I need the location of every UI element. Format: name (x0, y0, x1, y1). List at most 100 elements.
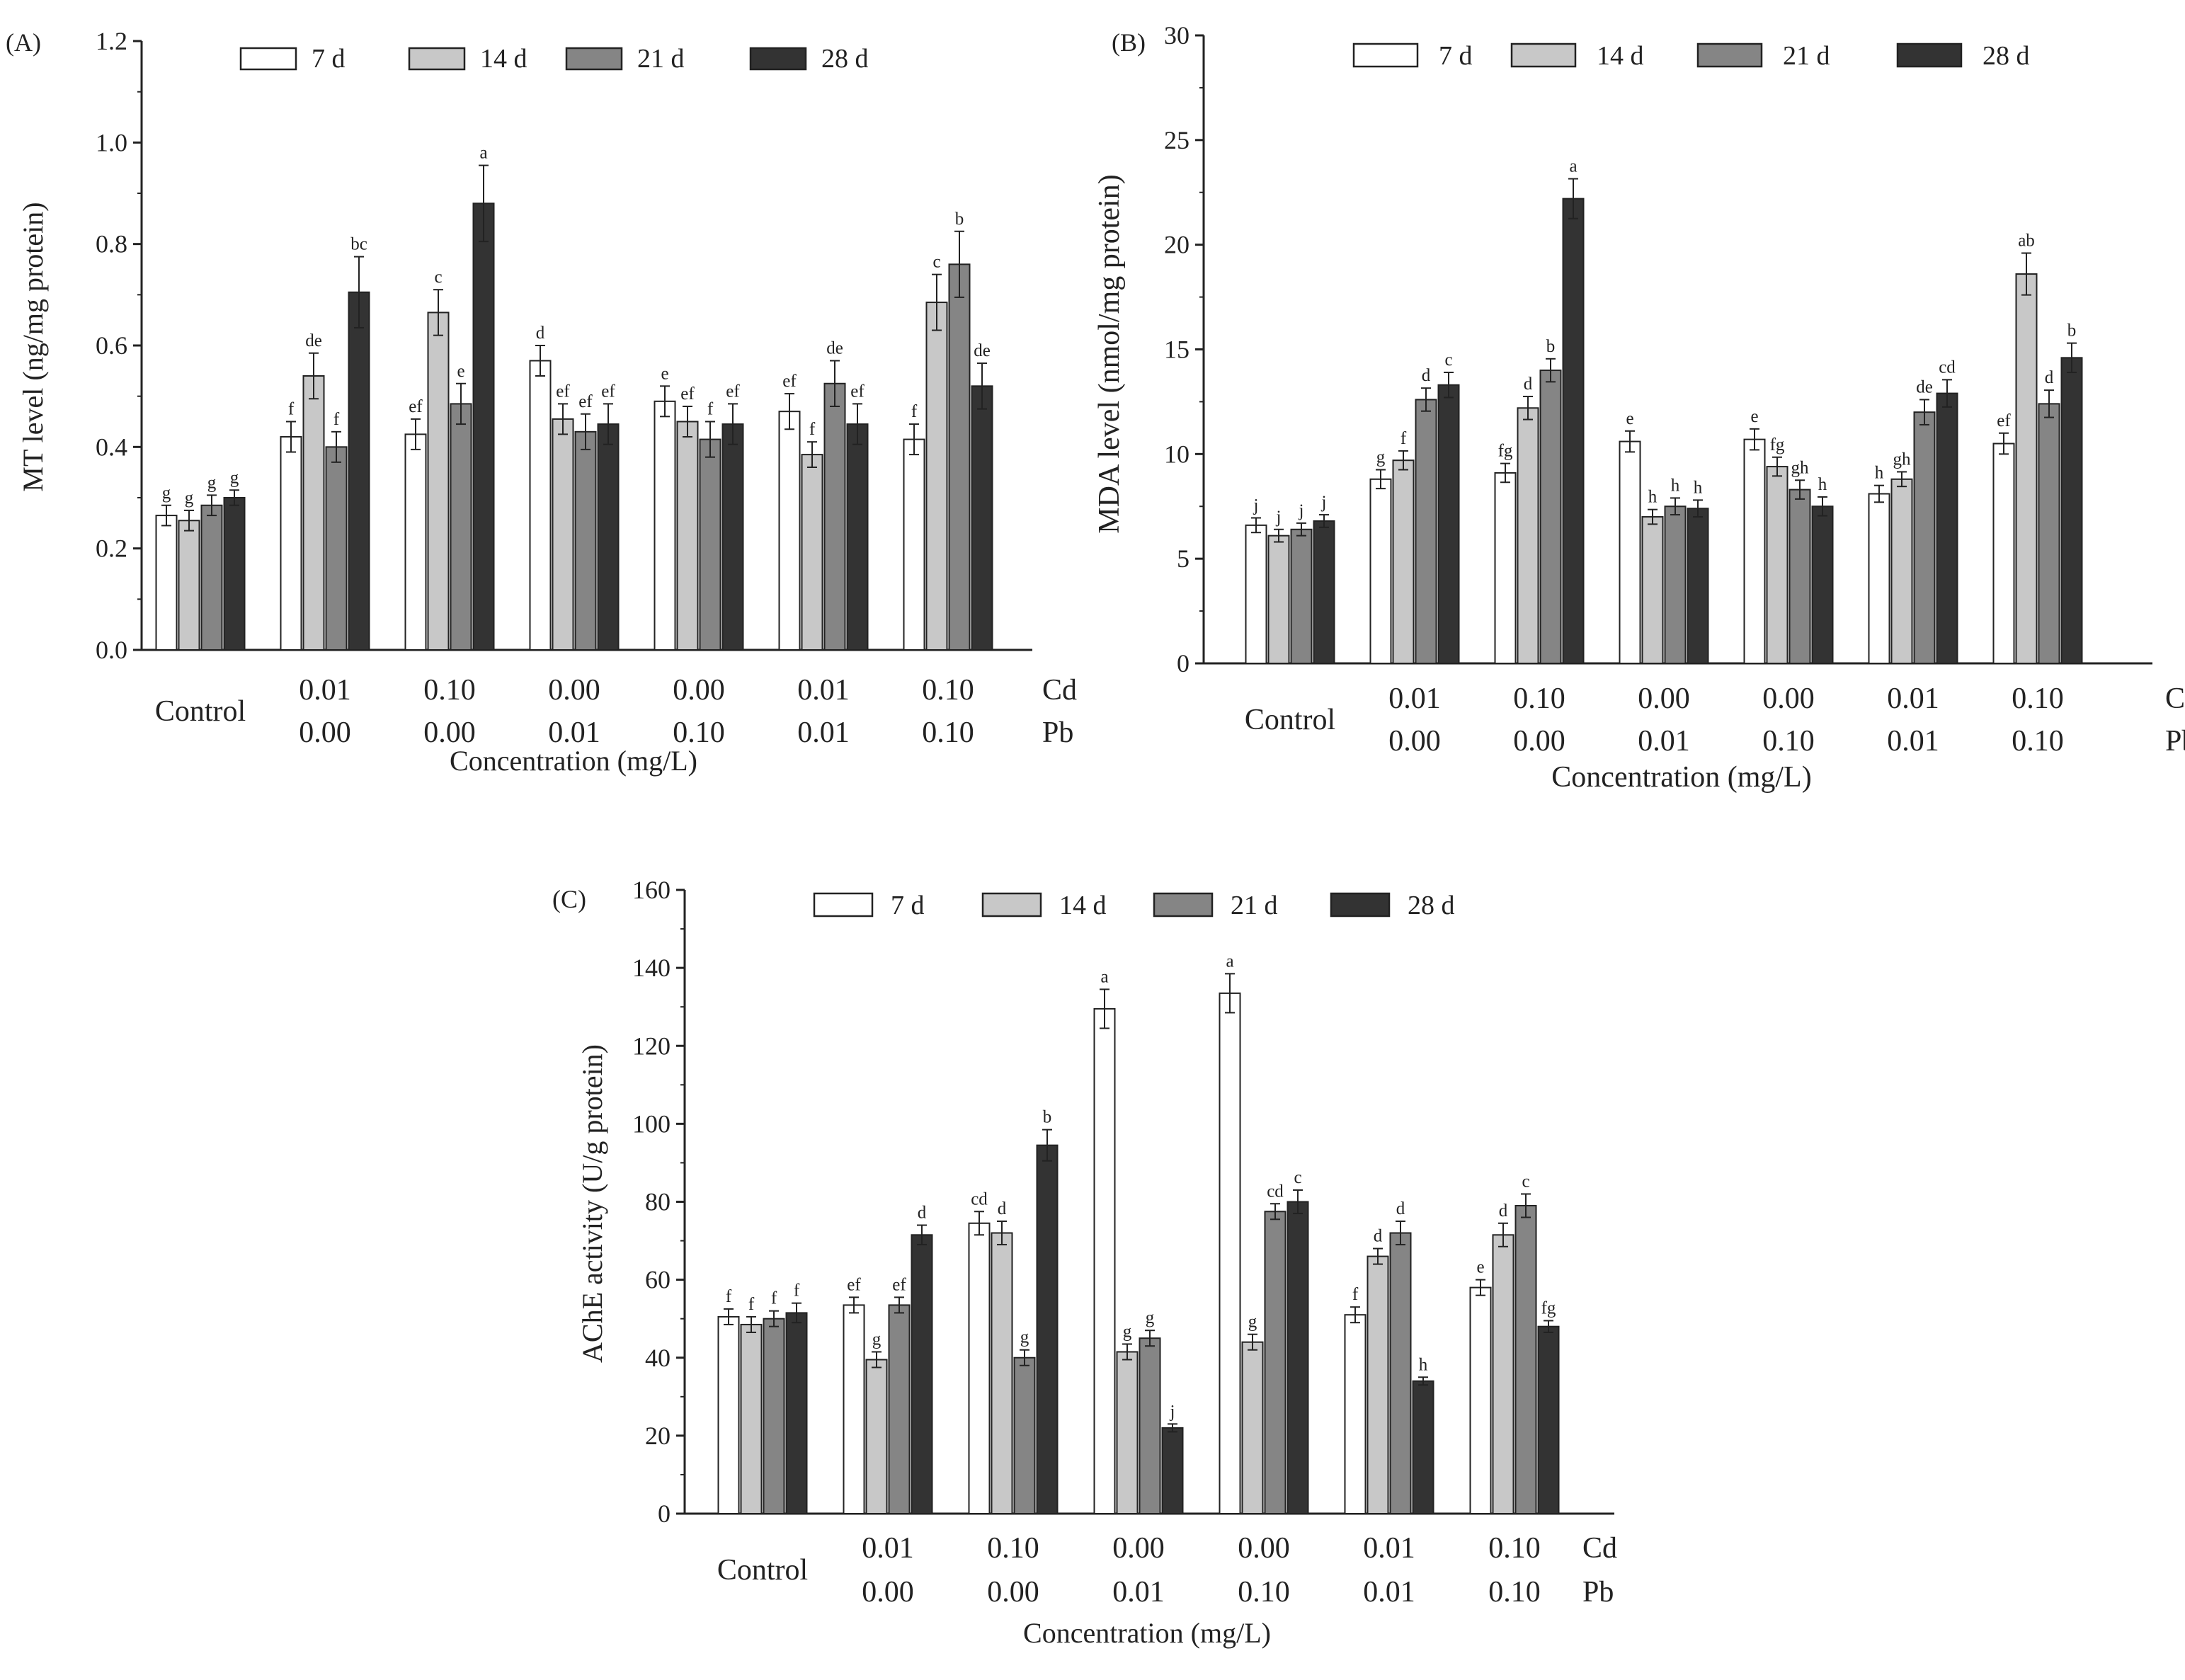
bar (1539, 370, 1562, 664)
bar (1537, 1325, 1560, 1514)
bar (1116, 1351, 1139, 1514)
panel-label: (A) (6, 28, 41, 57)
significance-letter: cd (1267, 1182, 1284, 1201)
significance-letter: d (998, 1199, 1007, 1218)
category-label-pb: 0.01 (797, 716, 850, 749)
legend-swatch-2 (1510, 42, 1577, 68)
bar (1890, 478, 1913, 665)
significance-letter: fg (1498, 442, 1513, 461)
legend-label: 7 d (312, 44, 346, 74)
bar (676, 421, 699, 651)
category-label: Control (717, 1554, 808, 1587)
bar (1139, 1337, 1161, 1514)
significance-letter: cd (971, 1189, 988, 1208)
chart-panel-2: (B) 0 5 10 15 20 25 30 MDA level (nmol/mg protei… (1093, 21, 2185, 794)
significance-letter: f (911, 402, 918, 421)
bar (1219, 992, 1241, 1514)
y-axis-label: MT level (ng/mg protein) (17, 202, 49, 491)
bar (717, 1315, 740, 1514)
bar (925, 302, 948, 651)
bar (1619, 440, 1641, 664)
bar (1494, 472, 1517, 665)
bar (1766, 466, 1788, 664)
bar (968, 1222, 991, 1515)
significance-letter: j (1276, 508, 1282, 527)
significance-letter: ef (578, 392, 593, 411)
y-tick-label: 10 (1164, 440, 1190, 468)
bar (2015, 273, 2038, 664)
legend-swatch-4 (749, 47, 807, 71)
category-label-cd: 0.00 (1762, 682, 1815, 715)
y-tick-label: 20 (1164, 231, 1190, 259)
category-label-cd: 0.10 (1513, 682, 1565, 715)
category-label-cd: 0.01 (299, 674, 351, 707)
x-axis-label: Concentration (mg/L) (450, 745, 697, 777)
significance-letter: c (1444, 350, 1452, 370)
bar (1517, 407, 1539, 665)
significance-letter: b (1043, 1108, 1052, 1127)
bar (348, 291, 370, 651)
significance-letter: d (2045, 368, 2054, 387)
legend-swatch-2 (981, 892, 1042, 918)
y-tick-label: 1.0 (96, 128, 127, 156)
category-label-cd: 0.01 (1388, 682, 1441, 715)
significance-letter: g (872, 1330, 882, 1349)
significance-letter: j (1321, 493, 1327, 512)
legend-swatch-1 (813, 892, 874, 918)
bar (1389, 1232, 1412, 1515)
category-label-cd: 0.10 (2012, 682, 2064, 715)
bar (721, 423, 744, 651)
bar (1264, 1211, 1287, 1514)
bar (1290, 528, 1313, 664)
bar (552, 418, 574, 651)
significance-letter: g (1248, 1313, 1257, 1332)
significance-letter: d (1374, 1227, 1383, 1246)
y-tick-label: 60 (645, 1266, 671, 1294)
category-label-pb: 0.10 (1488, 1576, 1541, 1608)
category-label-pb: 0.00 (1388, 725, 1441, 758)
significance-letter: ef (556, 382, 570, 401)
significance-letter: ef (1997, 411, 2011, 430)
category-label-pb: 0.00 (299, 716, 351, 749)
bar (1992, 442, 2015, 664)
significance-letter: d (1524, 375, 1533, 394)
bar (763, 1318, 785, 1514)
significance-letter: j (1299, 501, 1304, 520)
cd-row-label: Cd (1042, 674, 1077, 707)
bar (1936, 392, 1958, 665)
bar (1811, 505, 1834, 664)
bar (223, 497, 246, 651)
significance-letter: g (230, 468, 239, 487)
significance-letter: c (1522, 1172, 1529, 1191)
significance-letter: de (974, 341, 991, 360)
bar (699, 438, 721, 651)
bar (1241, 1341, 1264, 1514)
category-label-cd: 0.01 (1887, 682, 1939, 715)
bar (1415, 399, 1437, 665)
significance-letter: b (955, 210, 964, 229)
bar (865, 1359, 888, 1515)
bar (1664, 505, 1687, 664)
significance-letter: j (1253, 496, 1259, 515)
significance-letter: g (162, 484, 171, 503)
cd-row-label: Cd (1582, 1532, 1617, 1565)
significance-letter: de (826, 339, 843, 358)
bar (1245, 524, 1267, 664)
significance-letter: c (932, 253, 940, 272)
legend-label: 7 d (891, 891, 925, 920)
bar (1687, 508, 1709, 664)
bar (1287, 1201, 1309, 1514)
significance-letter: fg (1541, 1298, 1556, 1318)
bar (1412, 1380, 1434, 1514)
bar (1161, 1427, 1184, 1515)
legend-label: 21 d (637, 44, 685, 74)
significance-letter: ab (2018, 231, 2035, 250)
bar (1562, 198, 1585, 664)
significance-letter: c (434, 268, 442, 287)
significance-letter: d (1499, 1201, 1508, 1221)
bar (801, 454, 823, 651)
legend-swatch-4 (1896, 42, 1963, 68)
category-label-pb: 0.00 (1513, 725, 1565, 758)
significance-letter: f (771, 1289, 777, 1308)
